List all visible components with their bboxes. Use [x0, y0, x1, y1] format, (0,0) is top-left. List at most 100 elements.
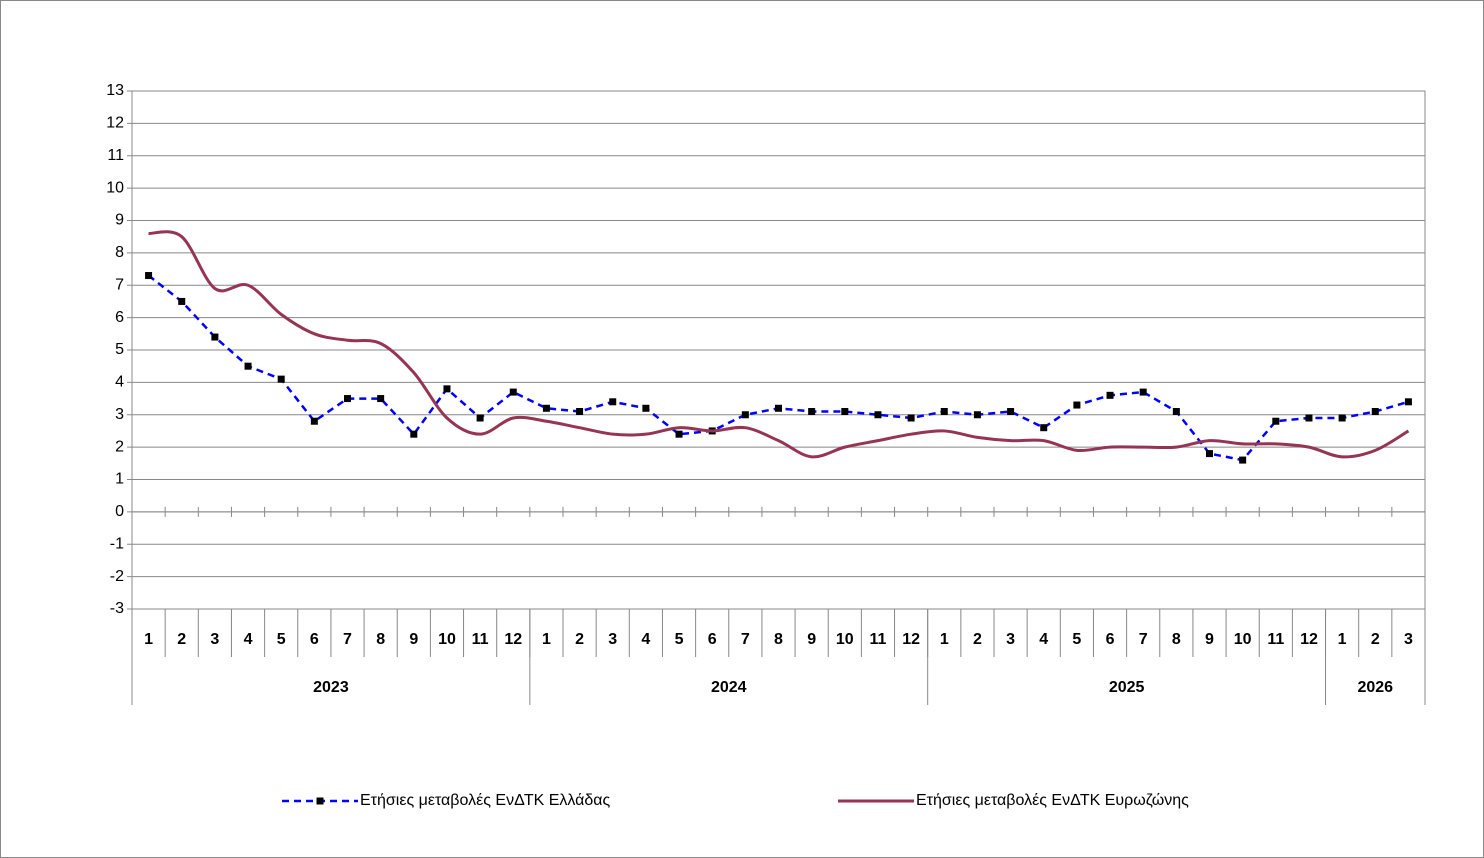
- point-marker: [476, 414, 484, 422]
- x-tick-label: 7: [1139, 631, 1148, 648]
- x-tick-label: 2: [1371, 631, 1380, 648]
- series-line: [148, 230, 1410, 459]
- point-marker: [808, 408, 816, 416]
- point-marker: [1106, 391, 1114, 399]
- x-tick-label: 3: [608, 631, 617, 648]
- x-tick-label: 2: [575, 631, 584, 648]
- x-tick-label: 6: [1106, 631, 1115, 648]
- x-tick-label: 6: [310, 631, 319, 648]
- y-tick-label: -1: [110, 535, 124, 552]
- y-tick-label: 1: [115, 471, 124, 488]
- legend-label: Ετήσιες μεταβολές ΕνΔΤΚ Ευρωζώνης: [916, 792, 1189, 809]
- point-marker: [1371, 408, 1379, 416]
- y-tick-label: 8: [115, 244, 124, 261]
- point-marker: [973, 411, 981, 419]
- y-tick-label: 6: [115, 309, 124, 326]
- x-tick-label: 1: [940, 631, 949, 648]
- x-tick-label: 4: [1039, 631, 1048, 648]
- y-tick-label: 9: [115, 212, 124, 229]
- point-marker: [310, 417, 318, 425]
- point-marker: [1338, 414, 1346, 422]
- point-marker: [907, 414, 915, 422]
- point-marker: [609, 398, 617, 406]
- point-marker: [1206, 450, 1213, 458]
- plot-border: [131, 90, 1426, 610]
- point-marker: [1305, 414, 1313, 422]
- legend-marker: [316, 797, 324, 805]
- point-marker: [775, 404, 782, 412]
- x-tick-label: 9: [1205, 631, 1214, 648]
- x-tick-label: 1: [144, 631, 153, 648]
- year-label: 2026: [1357, 679, 1393, 696]
- x-tick-label: 11: [870, 631, 887, 648]
- x-tick-label: 7: [343, 631, 352, 648]
- x-tick-label: 3: [1404, 631, 1413, 648]
- point-marker: [1073, 401, 1081, 409]
- x-tick-label: 1: [1338, 631, 1347, 648]
- point-marker: [542, 404, 550, 412]
- x-tick-label: 8: [1172, 631, 1181, 648]
- x-tick-label: 9: [409, 631, 418, 648]
- x-tick-label: 10: [438, 631, 456, 648]
- x-tick-label: 11: [472, 631, 489, 648]
- point-marker: [940, 408, 948, 416]
- point-marker: [675, 430, 683, 438]
- point-marker: [377, 395, 385, 403]
- x-tick-label: 3: [210, 631, 219, 648]
- y-tick-label: -2: [110, 568, 124, 585]
- y-tick-label: -3: [110, 600, 124, 617]
- point-marker: [642, 404, 650, 412]
- x-tick-label: 8: [376, 631, 385, 648]
- x-tick-label: 5: [1072, 631, 1081, 648]
- x-tick-label: 5: [277, 631, 286, 648]
- x-tick-label: 8: [774, 631, 783, 648]
- year-label: 2024: [711, 679, 747, 696]
- point-marker: [145, 272, 153, 280]
- point-marker: [443, 385, 451, 393]
- point-marker: [244, 362, 252, 370]
- x-tick-label: 5: [675, 631, 684, 648]
- point-marker: [1404, 398, 1412, 406]
- x-tick-label: 4: [244, 631, 253, 648]
- x-tick-label: 9: [807, 631, 816, 648]
- x-tick-label: 2: [973, 631, 982, 648]
- point-marker: [178, 297, 186, 305]
- point-marker: [841, 408, 849, 416]
- y-tick-label: 3: [115, 406, 124, 423]
- y-tick-label: 4: [115, 374, 124, 391]
- y-tick-label: 12: [106, 115, 124, 132]
- y-tick-label: 10: [106, 179, 124, 196]
- point-marker: [410, 430, 418, 438]
- y-tick-label: 11: [107, 147, 124, 164]
- year-label: 2025: [1109, 679, 1145, 696]
- point-marker: [277, 375, 285, 383]
- y-tick-label: 0: [115, 503, 124, 520]
- y-tick-label: 13: [106, 82, 124, 99]
- x-tick-label: 1: [542, 631, 551, 648]
- point-marker: [874, 411, 882, 419]
- point-marker: [741, 411, 749, 419]
- point-marker: [211, 333, 219, 341]
- point-marker: [576, 408, 584, 416]
- year-label: 2023: [313, 679, 349, 696]
- x-tick-label: 2: [177, 631, 186, 648]
- point-marker: [344, 395, 351, 403]
- x-tick-label: 12: [1300, 631, 1318, 648]
- point-marker: [1040, 424, 1048, 432]
- y-tick-label: 2: [115, 438, 124, 455]
- x-tick-label: 12: [902, 631, 920, 648]
- x-tick-label: 6: [708, 631, 717, 648]
- point-marker: [1139, 388, 1147, 396]
- legend-label: Ετήσιες μεταβολές ΕνΔΤΚ Ελλάδας: [360, 792, 611, 809]
- point-marker: [1172, 408, 1180, 416]
- x-tick-label: 4: [641, 631, 650, 648]
- point-marker: [1239, 456, 1247, 464]
- x-tick-label: 3: [1006, 631, 1015, 648]
- point-marker: [1272, 417, 1280, 425]
- x-tick-label: 11: [1267, 631, 1284, 648]
- x-tick-label: 12: [504, 631, 522, 648]
- x-tick-label: 10: [836, 631, 854, 648]
- y-tick-label: 7: [115, 276, 124, 293]
